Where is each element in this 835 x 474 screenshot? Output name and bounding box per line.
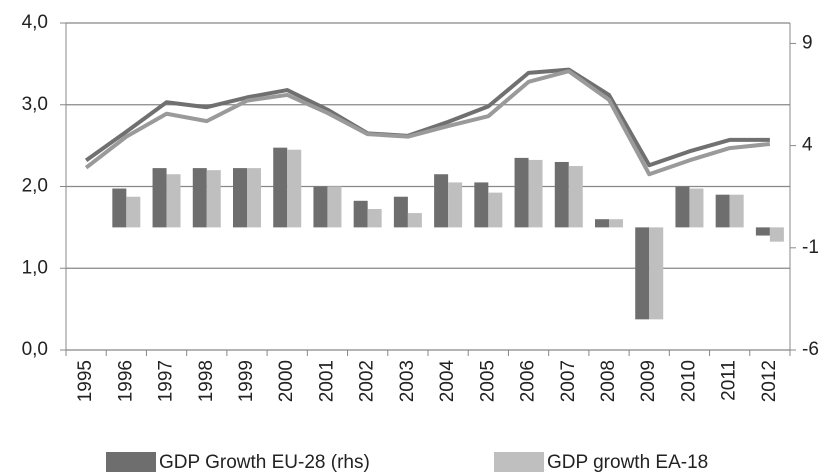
x-tick-label: 2000: [276, 360, 297, 402]
bar: [755, 227, 770, 236]
x-tick-label: 2011: [719, 360, 740, 401]
bar: [528, 159, 543, 228]
bar: [448, 182, 463, 228]
bar: [327, 186, 342, 228]
bar: [313, 186, 328, 228]
x-tick-label: 2009: [638, 360, 659, 402]
bar: [434, 174, 449, 228]
y2-tick-label: 4: [802, 135, 813, 156]
x-tick-label: 2002: [357, 360, 378, 402]
y-tick-label: 4,0: [22, 12, 48, 33]
bar: [568, 166, 583, 228]
bar: [715, 194, 730, 228]
legend-label: GDP Growth EU-28 (rhs): [159, 452, 370, 473]
bar: [635, 227, 650, 320]
bar: [367, 208, 382, 228]
x-tick-label: 1995: [75, 360, 96, 402]
x-tick-label: 2007: [558, 360, 579, 402]
bar: [675, 186, 690, 228]
bar: [393, 196, 408, 228]
bar: [126, 196, 141, 228]
x-tick-label: 2005: [477, 360, 498, 402]
x-tick-label: 1999: [236, 360, 257, 402]
legend-label: GDP growth EA-18: [547, 452, 708, 473]
y-tick-label: 2,0: [22, 176, 48, 197]
bar: [112, 188, 127, 228]
bar: [729, 194, 744, 228]
bar: [273, 147, 288, 228]
bar: [488, 192, 503, 228]
x-tick-label: 1996: [115, 360, 136, 402]
y-tick-label: 3,0: [22, 94, 48, 115]
x-tick-label: 2012: [759, 360, 780, 402]
bar: [595, 219, 609, 228]
bar: [649, 227, 664, 320]
x-tick-label: 2003: [397, 360, 418, 402]
line: [84, 69, 771, 177]
x-tick-label: 1997: [156, 360, 177, 402]
bar: [554, 161, 569, 228]
x-tick-label: 2010: [678, 360, 699, 402]
bar: [287, 149, 302, 228]
bar: [166, 174, 181, 228]
x-tick-label: 2008: [598, 360, 619, 402]
bar: [689, 188, 704, 228]
bar: [769, 227, 784, 242]
y-tick-label: 0,0: [22, 339, 48, 360]
y2-tick-label: -6: [802, 339, 819, 360]
bar: [206, 170, 221, 228]
legend-swatch: [106, 452, 156, 472]
bar: [609, 219, 623, 228]
bar: [353, 200, 368, 228]
x-tick-label: 2001: [316, 360, 337, 402]
y-tick-label: 1,0: [22, 257, 48, 278]
bar: [474, 182, 489, 228]
bar: [247, 168, 261, 228]
line: [84, 67, 770, 168]
x-tick-label: 2004: [437, 360, 458, 403]
y2-tick-label: -1: [802, 237, 819, 258]
x-tick-label: 2006: [518, 360, 539, 402]
bar: [407, 213, 422, 228]
bar: [192, 168, 207, 228]
y2-tick-label: 9: [802, 32, 813, 53]
x-tick-label: 1998: [196, 360, 217, 402]
legend-swatch: [494, 452, 544, 472]
bar: [233, 168, 247, 228]
bar: [152, 168, 167, 228]
bar: [514, 157, 529, 228]
